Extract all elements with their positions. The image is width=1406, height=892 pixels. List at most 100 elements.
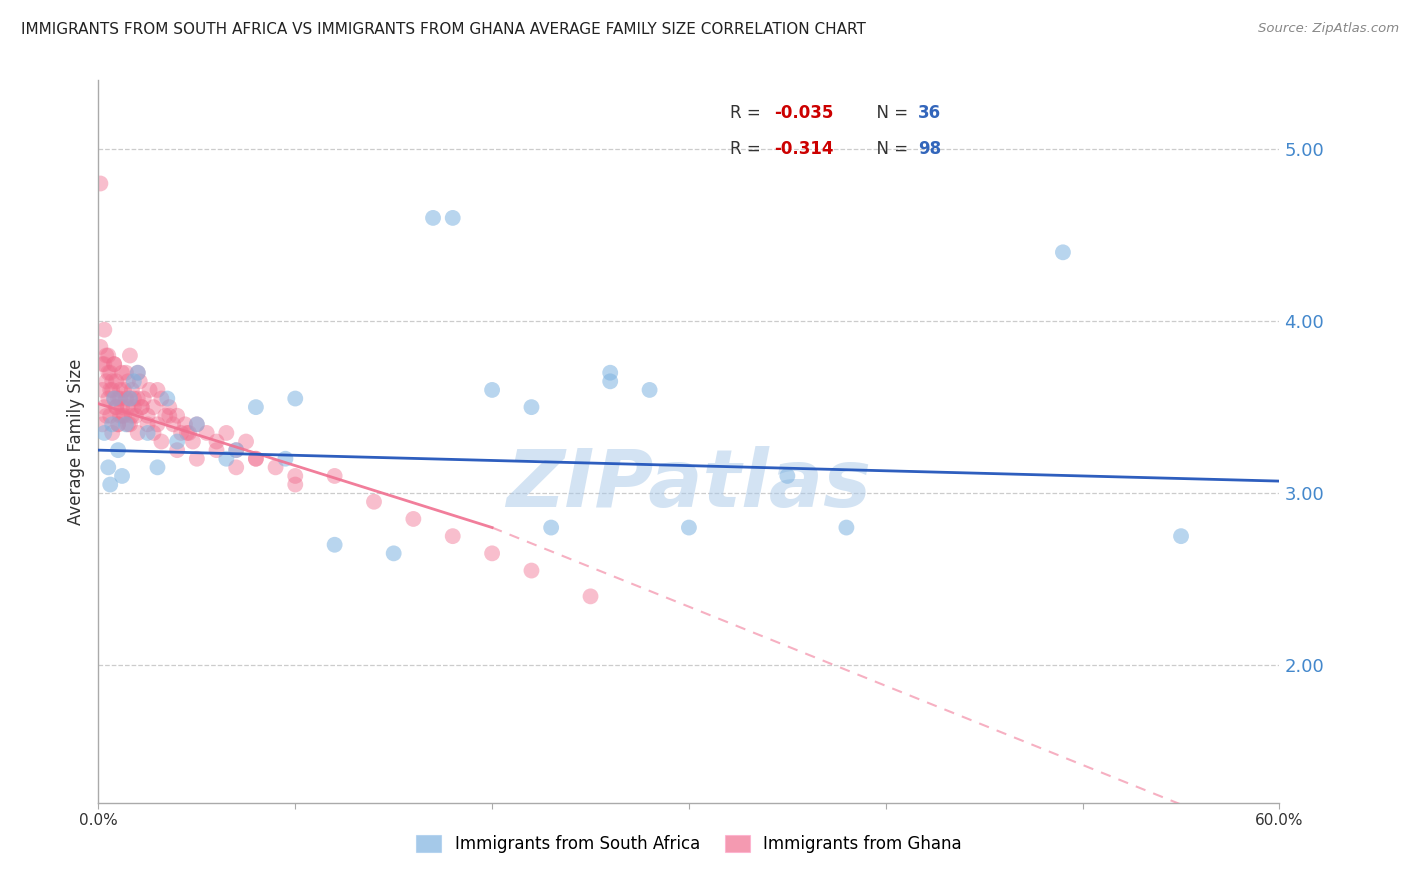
Point [93,323,115,337]
Point [89,340,111,354]
Point [108,383,131,397]
Point [118,417,141,432]
Point [323,469,346,483]
Point [245,451,267,466]
Point [96,349,118,363]
Point [284,477,307,491]
Point [441,211,464,225]
Point [107,392,129,406]
Point [117,400,139,414]
Point [118,392,141,406]
Point [136,417,159,432]
Point [105,375,128,389]
Point [127,366,149,380]
Point [166,409,188,423]
Text: R =: R = [730,103,766,122]
Point [540,520,562,534]
Point [166,443,188,458]
Point [245,451,267,466]
Point [599,366,621,380]
Point [115,392,138,406]
Point [150,392,173,406]
Point [96,375,118,389]
Text: IMMIGRANTS FROM SOUTH AFRICA VS IMMIGRANTS FROM GHANA AVERAGE FAMILY SIZE CORREL: IMMIGRANTS FROM SOUTH AFRICA VS IMMIGRAN… [21,22,866,37]
Point [127,392,149,406]
Point [131,400,153,414]
Point [195,425,218,440]
Point [98,366,121,380]
Point [118,349,141,363]
Point [136,409,159,423]
Point [323,538,346,552]
Point [835,520,858,534]
Point [122,375,145,389]
Point [284,469,307,483]
Point [93,400,115,414]
Point [128,375,150,389]
Point [91,383,114,397]
Point [146,460,169,475]
Text: -0.035: -0.035 [773,103,834,122]
Point [363,494,385,508]
Point [481,546,503,560]
Point [422,211,444,225]
Point [103,392,125,406]
Text: -0.314: -0.314 [773,140,834,158]
Point [112,383,135,397]
Text: N =: N = [866,140,914,158]
Point [1170,529,1192,543]
Point [117,375,139,389]
Legend: Immigrants from South Africa, Immigrants from Ghana: Immigrants from South Africa, Immigrants… [409,828,969,860]
Point [98,383,121,397]
Point [127,425,149,440]
Point [235,434,257,449]
Point [101,375,124,389]
Point [177,425,200,440]
Point [97,366,120,380]
Point [155,409,177,423]
Point [520,564,543,578]
Point [136,425,159,440]
Point [186,417,208,432]
Point [127,366,149,380]
Point [101,383,124,397]
Point [115,417,138,432]
Point [181,434,204,449]
Point [1052,245,1074,260]
Point [170,425,193,440]
Point [162,417,184,432]
Point [520,400,543,414]
Point [131,400,153,414]
Point [274,451,297,466]
Point [579,590,602,604]
Point [215,451,238,466]
Point [186,417,208,432]
Point [132,392,155,406]
Text: R =: R = [730,140,772,158]
Point [111,400,134,414]
Point [98,409,121,423]
Text: 98: 98 [918,140,941,158]
Point [156,392,179,406]
Point [121,383,143,397]
Point [117,417,139,432]
Point [205,443,228,458]
Point [122,400,145,414]
Point [138,383,160,397]
Point [176,425,198,440]
Point [776,469,799,483]
Point [91,417,114,432]
Point [101,417,124,432]
Point [402,512,425,526]
Point [225,443,247,458]
Point [146,417,169,432]
Point [112,409,135,423]
Point [122,392,145,406]
Y-axis label: Average Family Size: Average Family Size [66,359,84,524]
Point [91,357,114,371]
Point [105,400,128,414]
Point [245,400,267,414]
Point [382,546,405,560]
Point [186,451,208,466]
Point [481,383,503,397]
